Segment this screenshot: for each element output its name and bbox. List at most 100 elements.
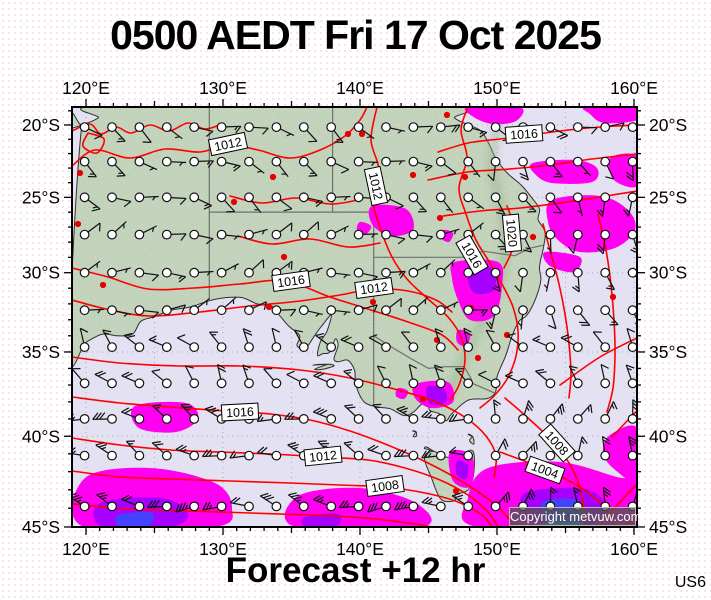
wind-barb: [189, 192, 212, 210]
wind-barb: [568, 365, 583, 389]
isobar-label: 1012: [303, 445, 343, 467]
wind-barb: [408, 192, 427, 213]
wind-barb: [326, 225, 349, 240]
wind-barb: [147, 499, 172, 512]
wind-barb: [600, 435, 611, 461]
wind-barb: [381, 229, 406, 245]
wind-barb: [96, 492, 117, 512]
wind-barb: [107, 267, 131, 278]
wind-barb: [107, 122, 126, 143]
wind-barb: [107, 221, 127, 240]
wind-barb: [343, 441, 364, 461]
wind-barb: [490, 192, 506, 215]
wind-barb: [600, 363, 611, 389]
svg-text:1016: 1016: [226, 405, 255, 420]
red-station-dot: [419, 395, 427, 403]
wind-barb: [367, 444, 391, 461]
wind-barb: [600, 267, 616, 291]
wind-barb: [79, 260, 101, 278]
wind-barb: [259, 492, 282, 512]
red-station-dot: [452, 487, 460, 495]
wind-barb: [381, 267, 406, 279]
wind-barb: [229, 450, 254, 461]
wind-barb: [271, 122, 295, 137]
wind-barb: [161, 156, 187, 167]
wind-barb: [518, 156, 529, 181]
wind-barb: [514, 267, 528, 293]
axis-tick-label: 30°S: [22, 263, 60, 283]
wind-barb: [353, 267, 378, 283]
wind-barb: [592, 331, 611, 353]
wind-barb: [257, 446, 282, 461]
wind-barb: [393, 449, 419, 461]
rain_heavy-area: [115, 512, 154, 527]
wind-barb: [367, 501, 391, 513]
wind-barb: [627, 229, 637, 254]
wind-barb: [175, 444, 200, 461]
wind-barb: [161, 192, 187, 206]
axis-tick-label: 150°E: [473, 539, 521, 559]
wind-barb: [102, 329, 117, 353]
wind-barb: [216, 229, 241, 240]
wind-barb: [421, 410, 446, 424]
wind-barb: [572, 404, 593, 424]
wind-barb: [353, 229, 378, 240]
wind-barb: [463, 122, 488, 138]
wind-barb: [244, 301, 267, 316]
axis-tick-label: 20°S: [22, 115, 60, 135]
wind-barb: [517, 305, 528, 330]
wind-barb: [271, 222, 293, 240]
wind-barb: [545, 192, 563, 214]
axis-tick-label: 150°E: [473, 78, 521, 98]
red-station-dot: [358, 130, 366, 138]
red-station-dot: [443, 111, 451, 119]
wind-barb: [600, 122, 625, 132]
wind-barb: [600, 401, 618, 424]
wind-barb: [271, 305, 297, 317]
rain_light-area: [464, 107, 524, 125]
wind-barb: [560, 334, 583, 353]
wind-barb: [408, 263, 431, 278]
svg-text:1012: 1012: [213, 135, 243, 154]
axis-tick-label: 120°E: [62, 539, 110, 559]
axis-tick-label: 25°S: [649, 187, 687, 207]
wind-barb: [478, 370, 501, 389]
wind-barb: [298, 122, 318, 143]
wind-barb: [216, 122, 242, 134]
wind-barb: [535, 368, 556, 389]
isobar-label: 1012: [354, 276, 394, 300]
wind-barb: [545, 122, 569, 140]
wind-barb: [202, 501, 227, 512]
axis-tick-label: 160°E: [610, 78, 658, 98]
wind-barb: [435, 122, 461, 133]
copyright-watermark: Copyright metvuw.com: [509, 507, 642, 526]
wind-barb: [79, 305, 104, 316]
wind-barb: [79, 327, 90, 353]
red-station-dot: [280, 253, 288, 261]
wind-barb: [368, 334, 391, 353]
wind-barb: [189, 267, 214, 278]
wind-barb: [463, 156, 481, 178]
wind-barb: [543, 267, 556, 292]
wind-barb: [408, 122, 434, 134]
wind-barb: [244, 156, 265, 174]
wind-barb: [463, 327, 474, 353]
forecast-lead-time: Forecast +12 hr: [225, 551, 486, 590]
wind-barb: [344, 404, 364, 424]
wind-barb: [134, 156, 158, 171]
wind-barb: [545, 403, 565, 424]
isobar-label: 1016: [504, 124, 544, 144]
wind-barb: [315, 333, 337, 353]
map-frame: [71, 106, 638, 528]
wind-barb: [393, 501, 419, 512]
isobar-label: 1016: [220, 402, 260, 422]
wind-barb: [123, 332, 145, 353]
axis-tick-label: 160°E: [610, 539, 658, 559]
wind-barb: [600, 156, 615, 180]
svg-text:1012: 1012: [359, 280, 389, 298]
wind-barb: [448, 413, 474, 424]
axis-tick-label: 120°E: [62, 78, 110, 98]
rain_light-area: [546, 195, 636, 253]
wind-barb: [79, 192, 101, 212]
